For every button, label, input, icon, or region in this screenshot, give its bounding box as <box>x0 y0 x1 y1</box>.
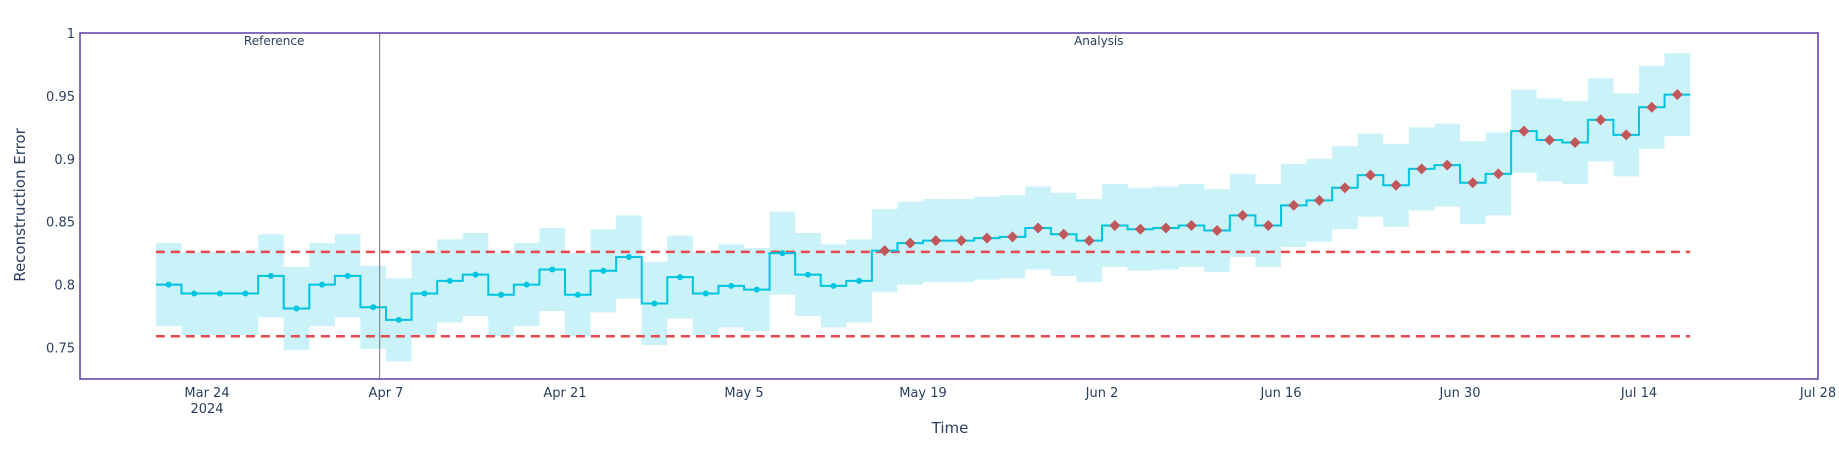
data-point <box>753 286 760 293</box>
y-tick-label: 1 <box>67 27 75 42</box>
alert-marker <box>879 245 891 257</box>
y-tick-label: 0.95 <box>46 90 75 105</box>
x-tick-label: Jun 30 <box>1439 386 1481 401</box>
x-axis-title: Time <box>931 419 969 437</box>
alert-marker <box>1441 159 1453 171</box>
period-label-analysis: Analysis <box>1074 34 1123 48</box>
y-tick-label: 0.85 <box>46 216 75 231</box>
data-point <box>549 266 556 273</box>
alert-marker <box>1211 225 1223 237</box>
alert-marker <box>1416 163 1428 175</box>
alert-marker <box>1569 136 1581 148</box>
data-point <box>574 291 581 298</box>
series-line-layer <box>155 93 1691 321</box>
data-point <box>728 282 735 289</box>
data-point <box>472 271 479 278</box>
alert-marker <box>1007 231 1018 243</box>
period-label-reference: Reference <box>244 34 304 48</box>
plot-frame-layer <box>79 32 1819 380</box>
data-point <box>421 290 428 297</box>
data-point <box>242 290 249 297</box>
alert-marker <box>1544 134 1555 146</box>
data-point <box>625 253 632 260</box>
y-tick-label: 0.8 <box>54 279 75 294</box>
alert-marker <box>1262 220 1274 232</box>
alert-marker <box>1134 223 1146 235</box>
alert-marker <box>1109 220 1121 232</box>
x-tick-label: Jul 28 <box>1799 386 1836 401</box>
y-axis-ticks: 0.75 0.8 0.85 0.9 0.95 1 <box>46 27 75 357</box>
alert-marker <box>1646 101 1658 113</box>
data-point <box>446 277 453 284</box>
alert-marker <box>1032 222 1044 234</box>
alert-marker <box>1288 199 1300 211</box>
x-tick-label: Jul 14 <box>1620 386 1657 401</box>
data-point <box>677 274 684 281</box>
series-line <box>155 93 1691 321</box>
alert-marker <box>904 237 916 249</box>
alert-marker <box>1390 179 1402 191</box>
data-point <box>804 271 811 278</box>
alert-marker <box>1313 194 1325 206</box>
x-tick-label: May 5 <box>724 386 763 401</box>
alert-marker <box>1186 220 1197 232</box>
data-point <box>651 300 658 307</box>
alert-marker <box>1237 209 1249 221</box>
x-tick-label: Apr 21 <box>543 386 586 401</box>
alert-marker <box>1339 182 1351 194</box>
data-point <box>702 290 709 297</box>
data-point <box>600 267 607 274</box>
data-point <box>523 281 530 288</box>
alert-marker <box>955 235 967 247</box>
alert-marker <box>1671 89 1683 101</box>
data-point <box>267 272 274 279</box>
alert-marker <box>1620 129 1632 141</box>
data-point <box>216 290 223 297</box>
period-label-layer: Reference Analysis <box>244 34 1124 48</box>
alert-marker <box>1492 168 1504 180</box>
marker-layer <box>165 89 1683 323</box>
data-point <box>830 282 837 289</box>
data-point <box>498 291 505 298</box>
threshold-layer <box>155 250 1691 338</box>
alert-marker <box>1083 235 1095 247</box>
x-tick-label: May 19 <box>899 386 947 401</box>
data-point <box>395 316 402 323</box>
data-point <box>191 290 198 297</box>
x-tick-label: Jun 2 <box>1085 386 1119 401</box>
data-point <box>856 277 863 284</box>
alert-marker <box>1467 177 1479 189</box>
alert-marker <box>1160 222 1172 234</box>
data-point <box>319 281 326 288</box>
x-tick-label: Jun 16 <box>1260 386 1302 401</box>
alert-marker <box>1595 114 1607 126</box>
x-tick-label: Apr 7 <box>369 386 404 401</box>
alert-marker <box>930 235 942 247</box>
data-point <box>165 281 172 288</box>
data-point <box>370 304 377 311</box>
y-tick-label: 0.9 <box>54 153 75 168</box>
y-axis-title: Reconstruction Error <box>11 127 29 281</box>
data-point <box>344 272 351 279</box>
data-point <box>293 305 300 312</box>
alert-marker <box>1518 125 1530 137</box>
y-tick-label: 0.75 <box>46 342 75 357</box>
data-point <box>779 250 786 257</box>
alert-marker <box>1365 169 1376 181</box>
alert-marker <box>1058 228 1070 240</box>
x-tick-year-label: 2024 <box>190 402 223 417</box>
alert-marker <box>981 232 993 244</box>
plot-frame <box>79 32 1819 380</box>
x-tick-label: Mar 24 <box>184 386 229 401</box>
